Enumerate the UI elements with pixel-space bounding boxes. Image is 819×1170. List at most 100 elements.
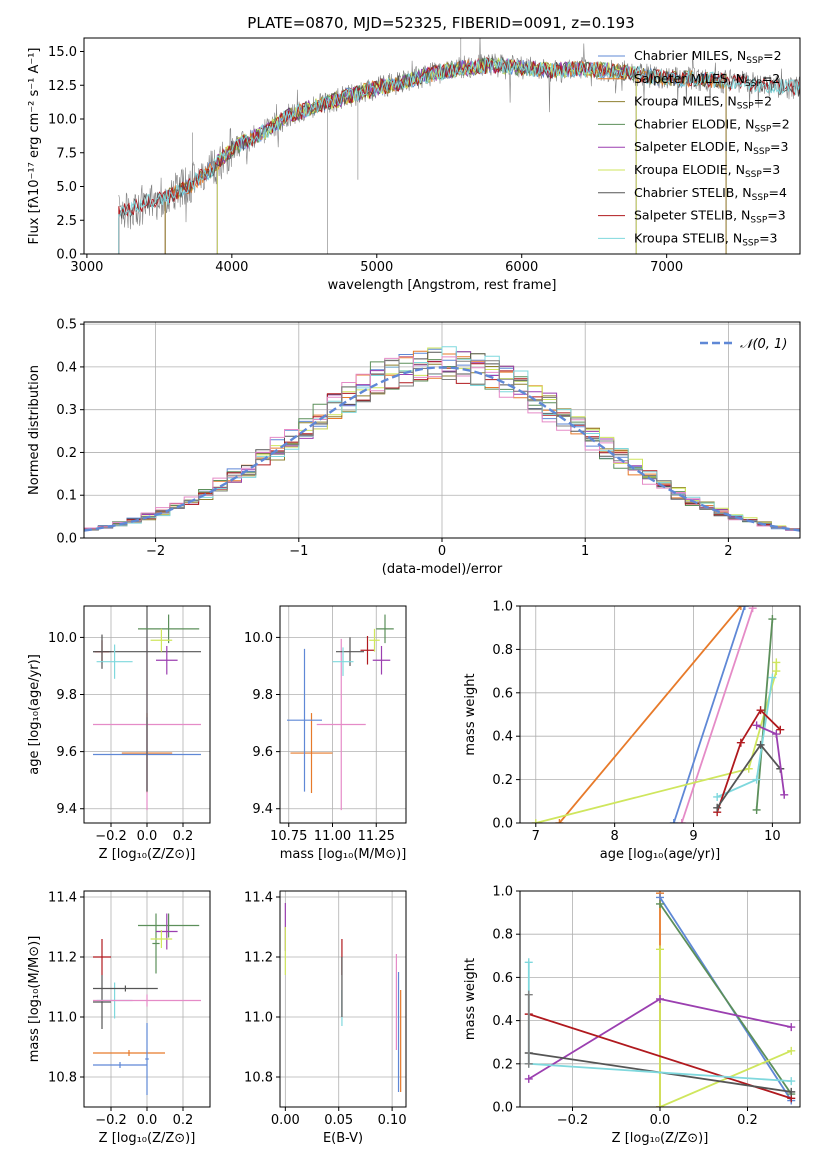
y-tick-label: 9.6: [56, 745, 77, 760]
y-tick-label: 9.4: [56, 802, 77, 817]
y-tick-label: 10.8: [244, 1071, 273, 1086]
x-tick-label: 2: [724, 544, 732, 559]
y-tick-label: 0.0: [56, 248, 77, 263]
series-marker: [531, 819, 540, 823]
y-tick-label: 0.2: [492, 773, 513, 788]
y-tick-label: 10.0: [244, 631, 273, 646]
plot-area-residuals: [84, 346, 800, 532]
axes-frame: [83, 37, 801, 255]
series-marker: [776, 725, 785, 734]
axes-frame: [279, 605, 407, 824]
x-axis-label: (data-model)/error: [382, 562, 503, 577]
x-tick-label: 7: [532, 829, 540, 844]
series-line-celodie: [659, 903, 793, 1095]
series-line-cstelib: [716, 743, 781, 809]
series-marker: [656, 1103, 664, 1107]
series-marker: [656, 945, 664, 954]
series-marker: [524, 990, 533, 999]
plot-area-mass-vs-ebv: [284, 903, 402, 1092]
series-marker: [656, 995, 664, 1003]
y-tick-label: 0.8: [492, 643, 513, 658]
series-line-kelodie: [535, 662, 778, 823]
legend-label: Salpeter ELODIE, NSSP=3: [634, 139, 788, 157]
series-marker: [787, 1046, 796, 1055]
series-marker: [787, 1087, 796, 1096]
series-line-sstelib: [528, 1013, 792, 1100]
gaussian-curve: [84, 366, 800, 532]
x-tick-label: 11.00: [314, 829, 351, 844]
legend-label: Salpeter MILES, NSSP=2: [634, 71, 780, 89]
series-marker: [752, 805, 761, 814]
series-marker: [524, 1059, 533, 1068]
plot-area-age-vs-z: [93, 606, 201, 811]
y-tick-label: 9.6: [252, 745, 273, 760]
x-tick-label: 10: [764, 829, 781, 844]
x-axis-label: E(B-V): [323, 1131, 363, 1146]
x-tick-label: 9: [689, 829, 697, 844]
y-tick-label: 10.8: [48, 1071, 77, 1086]
y-tick-label: 5.0: [56, 180, 77, 195]
x-tick-label: 11.25: [358, 829, 395, 844]
y-tick-label: 0.4: [492, 730, 513, 745]
y-axis-label: Flux [fλ10⁻¹⁷ erg cm⁻² s⁻¹ A⁻¹]: [27, 48, 42, 245]
y-tick-label: 0.2: [56, 446, 77, 461]
series-marker: [656, 899, 664, 908]
series-marker: [756, 706, 765, 715]
series-marker: [748, 606, 757, 613]
spectrum-line-cstelib: [118, 56, 800, 254]
y-tick-label: 0.1: [56, 489, 77, 504]
series-marker: [669, 819, 678, 823]
plot-area-mass-vs-z: [93, 913, 201, 1095]
x-tick-label: 6000: [505, 260, 538, 275]
series-marker: [772, 658, 781, 667]
y-tick-label: 9.8: [252, 688, 273, 703]
spectrum-line-kmiles: [164, 58, 727, 254]
y-tick-label: 0.0: [56, 532, 77, 547]
y-tick-label: 0.0: [492, 817, 513, 832]
x-tick-label: 0.05: [324, 1113, 353, 1128]
legend-label: 𝒩(0, 1): [740, 337, 787, 352]
x-axis-label: mass [log₁₀(M/M⊙)]: [280, 847, 407, 862]
series-marker: [736, 606, 745, 610]
series-marker: [787, 1023, 796, 1032]
x-tick-label: 0: [438, 544, 446, 559]
y-tick-label: 10.0: [48, 631, 77, 646]
y-tick-label: 11.2: [244, 951, 273, 966]
y-tick-label: 0.6: [492, 971, 513, 986]
x-tick-label: 4000: [215, 260, 248, 275]
y-axis-label: Normed distribution: [27, 365, 42, 495]
x-tick-label: 0.2: [173, 1113, 194, 1128]
y-tick-label: 12.5: [48, 79, 77, 94]
plot-area-weight-vs-z: [524, 891, 796, 1107]
y-tick-label: 9.4: [252, 802, 273, 817]
x-tick-label: −2: [146, 544, 165, 559]
x-tick-label: 0.0: [137, 829, 158, 844]
x-tick-label: −1: [289, 544, 308, 559]
legend-label: Kroupa MILES, NSSP=2: [634, 94, 772, 112]
series-line-kelodie: [659, 949, 792, 1107]
y-tick-label: 0.5: [56, 318, 77, 333]
y-tick-label: 11.4: [244, 891, 273, 906]
series-marker: [780, 790, 789, 799]
legend-label: Salpeter STELIB, NSSP=3: [634, 208, 786, 226]
x-tick-label: 0.00: [271, 1113, 300, 1128]
figure-title: PLATE=0870, MJD=52325, FIBERID=0091, z=0…: [247, 14, 634, 32]
series-marker: [752, 721, 761, 730]
y-tick-label: 11.2: [48, 951, 77, 966]
x-axis-label: Z [log₁₀(Z/Z⊙)]: [99, 847, 196, 862]
x-tick-label: 0.2: [737, 1113, 758, 1128]
y-tick-label: 0.0: [492, 1101, 513, 1116]
series-marker: [713, 792, 722, 801]
legend-label: Chabrier MILES, NSSP=2: [634, 48, 782, 66]
spectrum-line-celodie: [216, 57, 637, 254]
x-tick-label: −0.2: [95, 829, 127, 844]
series-marker: [744, 764, 753, 773]
x-tick-label: −0.2: [95, 1113, 127, 1128]
series-line-pink: [680, 607, 754, 823]
spectrum-line-kelodie: [216, 57, 637, 254]
x-tick-label: 5000: [360, 260, 393, 275]
series-marker: [713, 803, 722, 812]
y-tick-label: 0.8: [492, 928, 513, 943]
y-tick-label: 10.0: [48, 113, 77, 128]
y-tick-label: 7.5: [56, 146, 77, 161]
